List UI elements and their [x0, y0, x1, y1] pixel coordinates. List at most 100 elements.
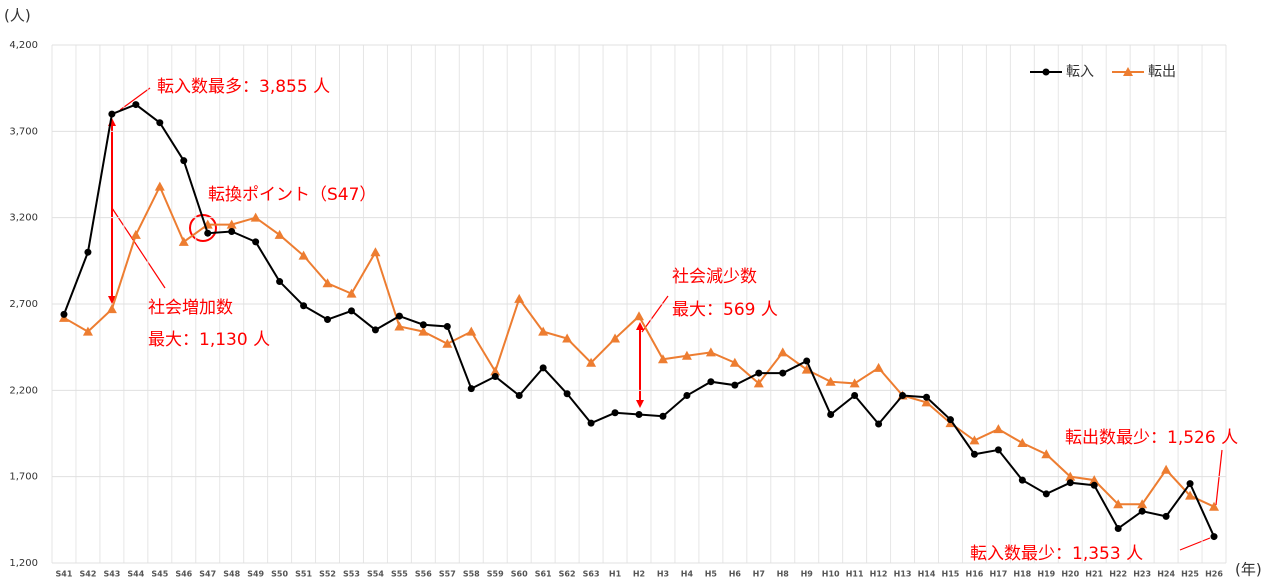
- x-tick-label: H5: [705, 570, 718, 579]
- x-tick-label: S61: [535, 570, 552, 579]
- circle-marker: [347, 307, 355, 315]
- circle-marker: [228, 227, 236, 235]
- x-tick-label: S42: [79, 570, 96, 579]
- x-tick-label: S50: [271, 570, 288, 579]
- circle-marker: [1138, 507, 1146, 515]
- x-tick-label: H12: [870, 570, 888, 579]
- circle-marker: [899, 392, 907, 400]
- x-tick-label: H15: [942, 570, 960, 579]
- triangle-marker: [322, 278, 333, 288]
- x-tick-label: H1: [609, 570, 622, 579]
- circle-marker: [84, 248, 92, 256]
- circle-marker: [1162, 512, 1170, 520]
- x-tick-label: H18: [1013, 570, 1031, 579]
- triangle-marker: [1089, 475, 1100, 485]
- x-tick-label: S58: [463, 570, 480, 579]
- x-tick-label: H2: [633, 570, 645, 579]
- annotation: 転換ポイント（S47）: [208, 185, 376, 205]
- triangle-marker: [1123, 67, 1133, 76]
- x-tick-label: H14: [918, 570, 936, 579]
- x-tick-label: S44: [127, 570, 144, 579]
- circle-marker: [875, 420, 883, 428]
- circle-marker: [539, 364, 547, 372]
- circle-marker: [395, 312, 403, 320]
- x-tick-label: H10: [822, 570, 840, 579]
- triangle-marker: [993, 424, 1004, 434]
- circle-marker: [683, 392, 691, 400]
- annotation: 最大：1,130 人: [148, 330, 270, 350]
- series-line: [63, 103, 1215, 537]
- triangle-marker: [1161, 464, 1172, 474]
- y-tick-label: 2,700: [9, 299, 38, 310]
- annotation: 社会減少数: [672, 267, 757, 287]
- triangle-marker: [1065, 471, 1076, 481]
- triangle-marker: [346, 288, 357, 298]
- x-tick-label: H24: [1157, 570, 1175, 579]
- triangle-marker: [130, 229, 141, 239]
- circle-marker: [252, 238, 260, 246]
- circle-marker: [1066, 479, 1074, 487]
- y-tick-label: 4,200: [9, 40, 38, 51]
- triangle-marker: [1137, 499, 1148, 509]
- x-tick-label: H21: [1085, 570, 1103, 579]
- circle-marker: [1090, 481, 1098, 489]
- x-tick-label: S41: [56, 570, 73, 579]
- circle-marker: [946, 416, 954, 424]
- circle-marker: [419, 321, 427, 329]
- x-tick-label: H11: [846, 570, 864, 579]
- triangle-marker: [586, 357, 597, 367]
- circle-marker: [970, 450, 978, 458]
- circle-marker: [371, 326, 379, 334]
- circle-marker: [276, 278, 284, 286]
- circle-marker: [132, 101, 140, 109]
- x-tick-label: S51: [295, 570, 312, 579]
- x-tick-label: S54: [367, 570, 384, 579]
- triangle-marker: [921, 397, 932, 407]
- triangle-marker: [610, 333, 621, 343]
- x-tick-label: H17: [989, 570, 1007, 579]
- triangle-marker: [178, 236, 189, 246]
- triangle-marker: [1017, 437, 1028, 447]
- triangle-marker: [82, 326, 93, 336]
- triangle-marker: [490, 366, 501, 376]
- triangle-marker: [394, 321, 405, 331]
- circle-marker: [467, 385, 475, 393]
- circle-marker: [611, 409, 619, 417]
- triangle-marker: [777, 347, 788, 357]
- x-tick-label: S43: [103, 570, 120, 579]
- x-tick-label: H22: [1109, 570, 1127, 579]
- triangle-marker: [442, 338, 453, 348]
- triangle-marker: [538, 326, 549, 336]
- annotation: 社会増加数: [148, 298, 233, 318]
- circle-marker: [563, 390, 571, 398]
- triangle-marker: [1041, 449, 1052, 459]
- x-tick-label: S49: [247, 570, 264, 579]
- x-tick-label: H23: [1133, 570, 1151, 579]
- circle-marker: [443, 322, 451, 330]
- circle-marker: [635, 411, 643, 419]
- circle-marker: [300, 302, 308, 310]
- x-tick-label: S47: [199, 570, 216, 579]
- triangle-marker: [729, 357, 740, 367]
- triangle-marker: [1113, 499, 1124, 509]
- x-tick-label: H13: [894, 570, 912, 579]
- y-tick-label: 2,200: [9, 385, 38, 396]
- circle-marker: [1186, 480, 1194, 488]
- circle-marker: [827, 411, 835, 419]
- circle-marker: [108, 110, 116, 118]
- x-tick-label: H16: [966, 570, 984, 579]
- circle-marker: [851, 392, 859, 400]
- circle-marker: [156, 119, 164, 127]
- x-tick-label: S55: [391, 570, 408, 579]
- annotation: 最大：569 人: [672, 300, 778, 320]
- annotation-arrows: [108, 87, 1223, 551]
- x-tick-label: S62: [559, 570, 576, 579]
- x-tick-label: H19: [1037, 570, 1055, 579]
- annotation: 転出数最少：1,526 人: [1065, 428, 1238, 448]
- triangle-marker: [825, 376, 836, 386]
- y-unit: (人): [4, 7, 31, 25]
- triangle-marker: [562, 333, 573, 343]
- x-tick-label: H25: [1181, 570, 1199, 579]
- triangle-marker: [274, 229, 285, 239]
